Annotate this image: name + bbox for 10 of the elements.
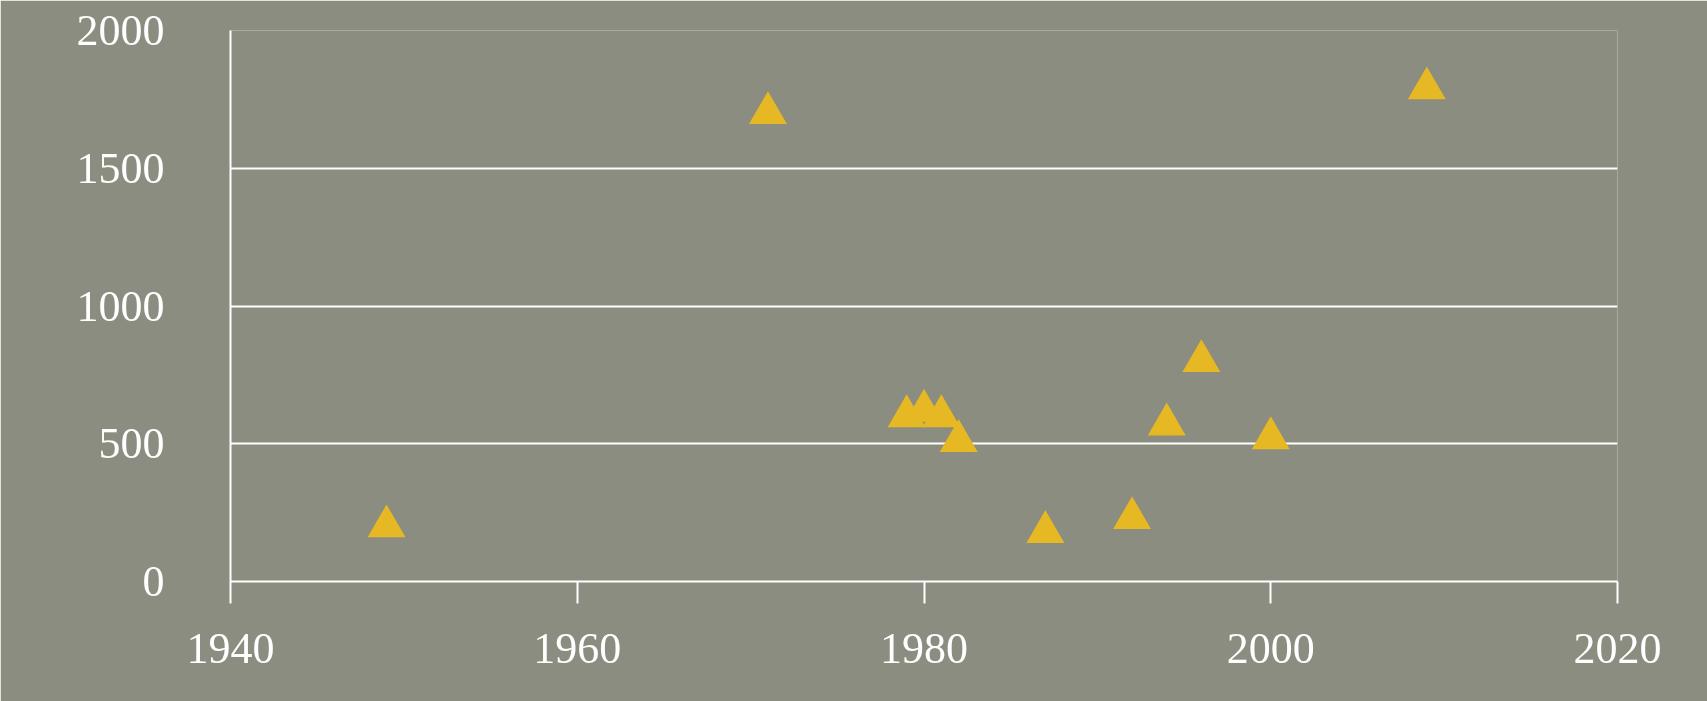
y-tick-label: 1000: [76, 281, 165, 331]
y-tick-label: 1500: [76, 143, 165, 193]
x-tick-label: 1980: [880, 623, 968, 673]
x-tick-label: 1960: [533, 623, 622, 673]
x-tick-label: 2020: [1573, 623, 1662, 673]
y-tick-label: 2000: [76, 6, 165, 55]
x-tick-label: 2000: [1226, 623, 1315, 673]
y-tick-label: 500: [98, 419, 165, 469]
y-tick-label: 0: [142, 557, 165, 606]
x-tick-label: 1940: [186, 623, 275, 673]
